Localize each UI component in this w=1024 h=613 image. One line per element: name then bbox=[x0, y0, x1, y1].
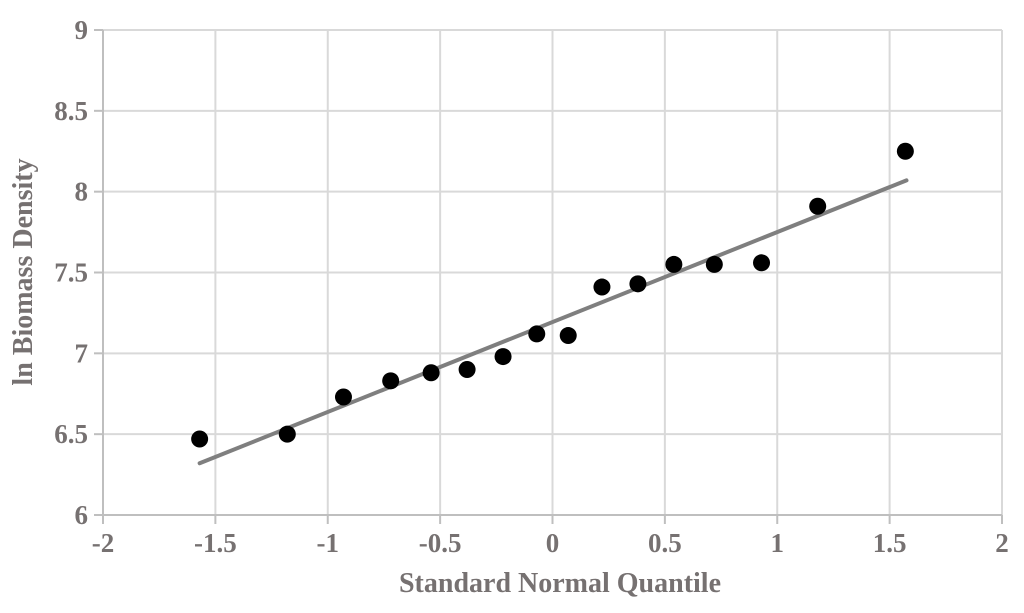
data-point bbox=[753, 254, 771, 272]
data-point bbox=[809, 197, 827, 215]
x-tick-label: 1.5 bbox=[873, 528, 907, 558]
x-tick-label: -1.5 bbox=[194, 528, 237, 558]
data-point bbox=[334, 388, 352, 406]
x-tick-label: -2 bbox=[92, 528, 115, 558]
data-point bbox=[382, 372, 400, 390]
data-point bbox=[593, 278, 611, 296]
x-tick-label: -0.5 bbox=[419, 528, 462, 558]
data-point bbox=[896, 142, 914, 160]
data-point bbox=[422, 364, 440, 382]
data-point bbox=[278, 425, 296, 443]
y-tick-label: 8.5 bbox=[54, 96, 88, 126]
data-point bbox=[705, 255, 723, 273]
data-points bbox=[191, 142, 914, 448]
x-tick-label: 1 bbox=[771, 528, 785, 558]
x-tick-label: 0 bbox=[546, 528, 560, 558]
y-tick-label: 7.5 bbox=[54, 258, 88, 288]
x-tick-label: -1 bbox=[317, 528, 340, 558]
data-point bbox=[559, 327, 577, 345]
data-point bbox=[665, 255, 683, 273]
data-point bbox=[494, 348, 512, 366]
gridlines bbox=[102, 29, 1003, 516]
tick-labels: -2 -1.5 -1 -0.5 0 0.5 1 1.5 2 6 6.5 7 7.5 8 8.5 9 bbox=[54, 15, 1009, 558]
data-point bbox=[191, 430, 209, 448]
data-point bbox=[629, 275, 647, 293]
data-point bbox=[528, 325, 546, 343]
y-axis-title: ln Biomass Density bbox=[8, 158, 39, 385]
axes bbox=[94, 29, 1003, 524]
x-tick-label: 0.5 bbox=[648, 528, 682, 558]
x-tick-label: 2 bbox=[995, 528, 1009, 558]
x-axis-title: Standard Normal Quantile bbox=[399, 568, 721, 599]
y-tick-label: 8 bbox=[75, 177, 89, 207]
y-tick-label: 7 bbox=[75, 338, 89, 368]
trendline bbox=[197, 178, 909, 466]
y-tick-label: 6 bbox=[75, 500, 89, 530]
y-tick-label: 9 bbox=[75, 15, 89, 45]
y-tick-label: 6.5 bbox=[54, 419, 88, 449]
data-point bbox=[458, 361, 476, 378]
